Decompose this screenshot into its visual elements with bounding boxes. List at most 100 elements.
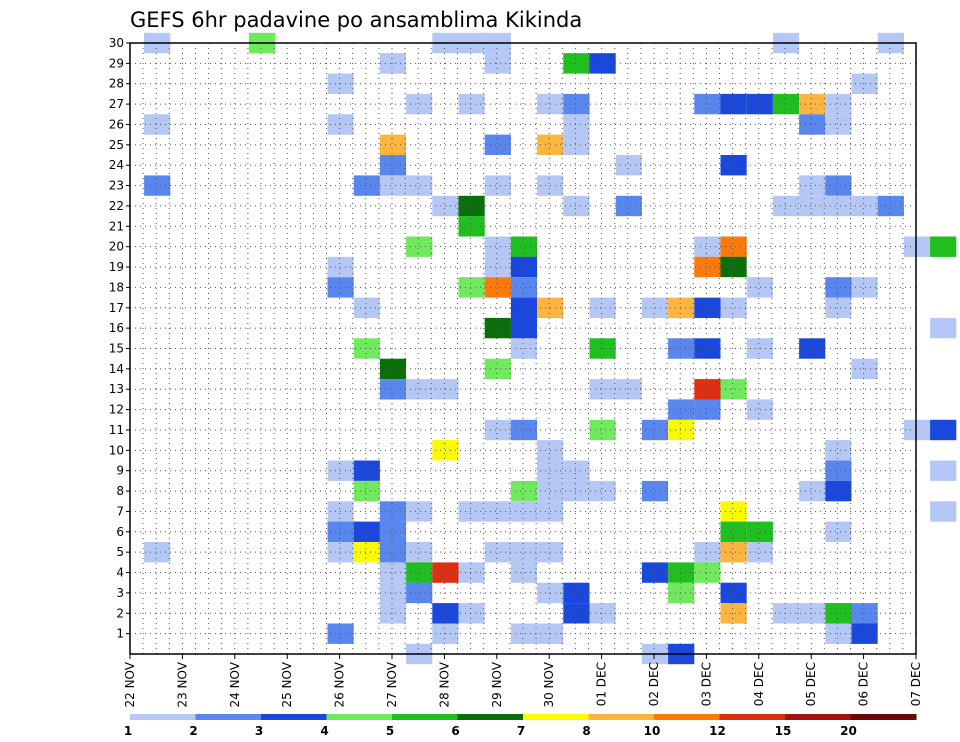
precip-cell	[799, 480, 826, 502]
precip-cell	[589, 419, 616, 441]
precip-cell	[825, 480, 852, 502]
precip-cell	[851, 73, 878, 94]
precip-cell	[406, 542, 433, 563]
precip-cell	[720, 582, 747, 604]
precip-cell	[589, 53, 616, 74]
y-tick-label: 4	[116, 566, 124, 580]
precip-cell	[694, 338, 721, 359]
y-tick-label: 30	[109, 36, 124, 50]
legend-swatch	[326, 714, 393, 720]
precip-cell	[589, 603, 616, 624]
precip-cell	[379, 542, 407, 563]
precip-cell	[484, 419, 511, 441]
precip-cell	[510, 317, 538, 339]
precip-cell	[668, 582, 695, 604]
precip-cell	[930, 460, 957, 481]
precip-cell	[851, 603, 878, 624]
precip-cell	[510, 277, 538, 298]
y-tick-label: 22	[109, 199, 124, 213]
precip-cell	[615, 195, 642, 217]
precip-cell	[746, 399, 773, 420]
legend-label: 10	[644, 724, 661, 738]
precip-cell	[406, 236, 433, 257]
legend-label: 1	[124, 724, 132, 738]
precip-cell	[510, 623, 538, 644]
y-tick-label: 23	[109, 179, 124, 193]
precip-cell	[484, 256, 511, 278]
precip-cell	[510, 236, 538, 257]
precip-cell	[694, 93, 721, 115]
x-tick-label: 24 NOV	[228, 661, 242, 707]
precip-cell	[353, 480, 380, 502]
y-axis-ticks: 1234567891011121314151617181920212223242…	[109, 36, 130, 641]
y-tick-label: 1	[116, 627, 124, 641]
precip-cell	[799, 338, 826, 359]
precip-cell	[825, 277, 852, 298]
precip-cell	[458, 562, 485, 583]
x-tick-label: 22 NOV	[123, 661, 137, 707]
precip-cell	[563, 582, 590, 604]
precip-cell	[484, 317, 511, 339]
precip-cell	[668, 399, 695, 420]
precip-cell	[825, 175, 852, 196]
precip-cell	[720, 297, 747, 318]
precip-cell	[144, 175, 171, 196]
y-tick-label: 3	[116, 586, 124, 600]
precip-cell	[903, 236, 931, 257]
x-tick-label: 03 DEC	[699, 662, 713, 706]
precip-cell	[694, 542, 721, 563]
precip-cell	[825, 603, 852, 624]
precip-cell	[799, 175, 826, 196]
precip-cell	[746, 338, 773, 359]
y-tick-label: 13	[109, 382, 124, 396]
precip-cell	[825, 460, 852, 481]
precip-cell	[720, 93, 747, 115]
precip-cell	[406, 379, 433, 400]
precip-cell	[825, 93, 852, 115]
precip-cell	[406, 582, 433, 604]
precip-cell	[825, 440, 852, 461]
precip-cell	[379, 582, 407, 604]
precip-cell	[694, 256, 721, 278]
precip-cell	[379, 501, 407, 522]
precip-cell	[484, 277, 511, 298]
precip-cell	[825, 195, 852, 217]
precip-cell	[379, 134, 407, 155]
precip-cell	[379, 603, 407, 624]
precip-cell	[484, 501, 511, 522]
precip-cell	[379, 358, 407, 380]
precip-cell	[589, 379, 616, 400]
legend-swatch	[457, 714, 524, 720]
precip-cell	[825, 114, 852, 135]
precip-cell	[799, 93, 826, 115]
x-tick-label: 29 NOV	[490, 661, 504, 707]
legend-label: 12	[709, 724, 726, 738]
precip-cell	[510, 562, 538, 583]
precip-cell	[615, 155, 642, 176]
precip-cell	[720, 521, 747, 542]
legend-label: 3	[255, 724, 263, 738]
y-tick-label: 16	[109, 321, 124, 335]
y-tick-label: 5	[116, 545, 124, 559]
precip-cell	[510, 297, 538, 318]
precip-cell	[615, 379, 642, 400]
y-tick-label: 7	[116, 504, 124, 518]
precip-cell	[379, 379, 407, 400]
precip-cell	[484, 175, 511, 196]
precip-cell	[589, 297, 616, 318]
y-tick-label: 24	[109, 158, 124, 172]
y-tick-label: 18	[109, 280, 124, 294]
precip-cell	[458, 195, 485, 217]
precip-cell	[851, 195, 878, 217]
precip-cell	[694, 379, 721, 400]
y-tick-label: 29	[109, 56, 124, 70]
precip-cell	[799, 603, 826, 624]
legend-label: 6	[451, 724, 459, 738]
precip-cell	[484, 53, 511, 74]
precip-cell	[458, 277, 485, 298]
precip-cell	[720, 542, 747, 563]
color-legend: 1 2 3 4 5 6 7 8 10 12 15 20	[124, 714, 917, 738]
legend-label: 2	[189, 724, 197, 738]
precip-cell	[930, 317, 957, 339]
